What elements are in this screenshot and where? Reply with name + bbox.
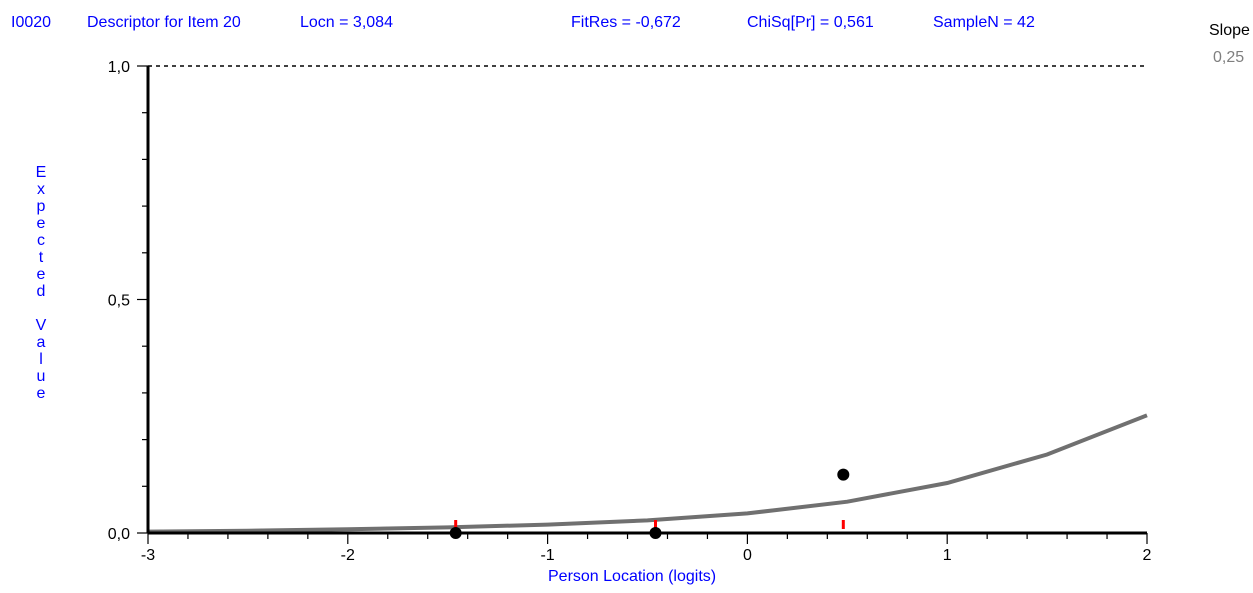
slope-value: 0,25 [1213,49,1245,66]
y-tick-label: 1,0 [108,59,130,76]
item-descriptor: Descriptor for Item 20 [87,14,241,31]
expected-value-curve [147,413,1148,534]
x-tick-label: 1 [943,547,952,564]
x-tick-label: -3 [141,547,155,564]
observed-point [449,527,462,539]
slope-label: Slope [1209,22,1250,39]
y-tick-label: 0,5 [108,293,130,310]
location-stat: Locn = 3,084 [300,14,393,31]
observed-point [837,468,850,481]
x-tick-label: 0 [743,547,752,564]
chi-square-stat: ChiSq[Pr] = 0,561 [747,14,874,31]
x-axis-label: Person Location (logits) [548,568,717,585]
x-tick-label: 2 [1143,547,1152,564]
x-tick-label: -2 [341,547,355,564]
x-tick-label: -1 [540,547,554,564]
sample-size-stat: SampleN = 42 [933,14,1035,31]
fit-residual-stat: FitRes = -0,672 [571,14,681,31]
y-tick-label: 0,0 [108,526,130,543]
item-code: I0020 [11,14,52,31]
observed-point [649,527,662,539]
